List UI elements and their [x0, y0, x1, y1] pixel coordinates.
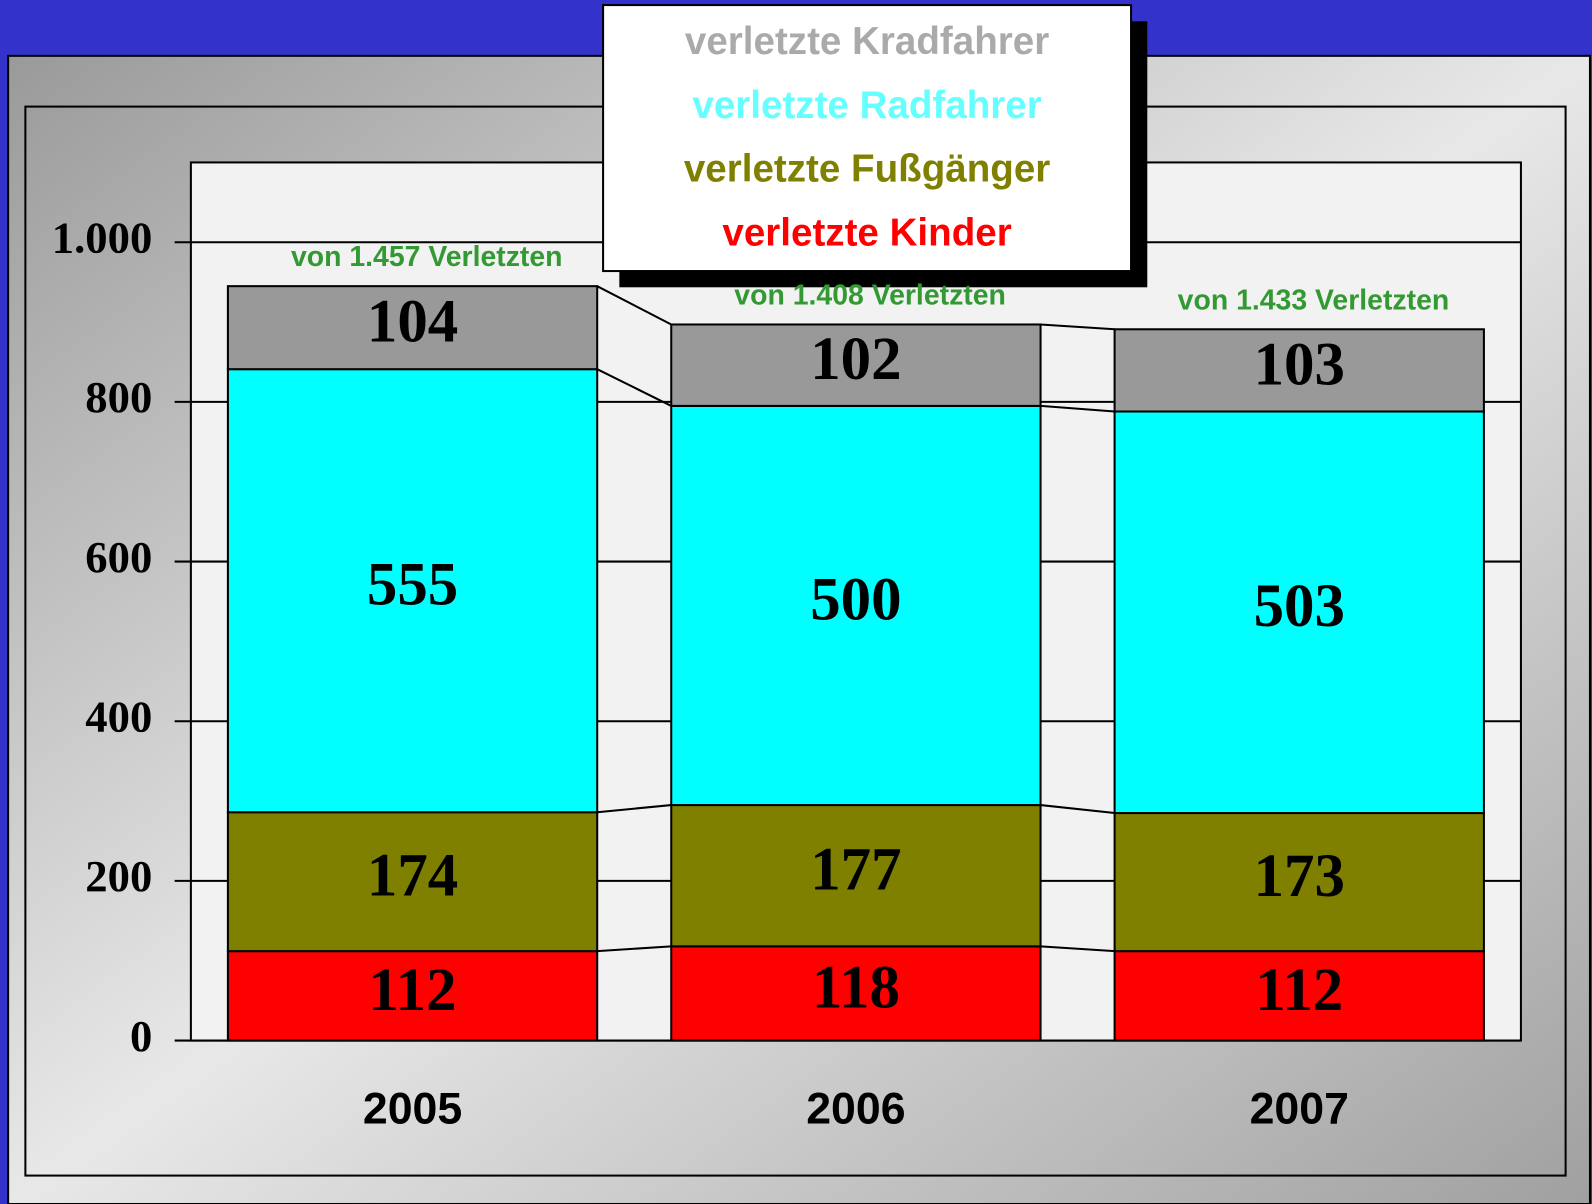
bar-segment [670, 945, 1042, 1042]
value-label: 102 [810, 326, 901, 393]
value-label: 500 [810, 566, 901, 633]
value-label: 503 [1254, 573, 1345, 640]
annotation: von 1.433 Verletzten [1178, 284, 1450, 316]
connector [597, 945, 672, 953]
connector [596, 368, 672, 407]
annotation: von 1.408 Verletzten [734, 280, 1006, 312]
y-tick-label: 400 [85, 691, 152, 741]
value-label: 104 [367, 289, 458, 356]
value-label: 174 [367, 843, 458, 910]
connector [596, 285, 672, 326]
bar-segment [226, 285, 599, 371]
x-tick-label: 2006 [806, 1084, 905, 1133]
connector [1040, 804, 1115, 815]
x-tick-label: 2007 [1250, 1084, 1349, 1133]
legend-entry: verletzte Fußgänger [684, 148, 1050, 191]
value-label: 555 [367, 552, 458, 619]
y-tick-label: 200 [85, 851, 152, 901]
y-tick-label: 800 [85, 372, 152, 422]
bar-segment [226, 950, 599, 1042]
value-label: 177 [810, 837, 901, 904]
value-label: 103 [1254, 331, 1345, 398]
bar-segment [226, 368, 599, 814]
y-tick-label: 1.000 [52, 213, 152, 263]
connector [1040, 945, 1115, 953]
x-tick-label: 2005 [363, 1084, 462, 1133]
connector [1040, 323, 1115, 331]
value-label: 173 [1254, 843, 1345, 910]
legend-entry: verletzte Radfahrer [692, 84, 1041, 127]
connector [597, 804, 672, 814]
bar-segment [1113, 410, 1485, 815]
legend-box [602, 4, 1133, 273]
bar-segment [1113, 812, 1485, 953]
y-tick-label: 600 [85, 532, 152, 582]
bar-segment [1113, 328, 1485, 413]
bar-segment [670, 323, 1042, 407]
value-label: 112 [369, 957, 457, 1024]
y-tick-label: 0 [130, 1011, 152, 1061]
bar-segment [670, 404, 1042, 807]
connector [1040, 404, 1115, 413]
bar-segment [670, 804, 1042, 948]
legend-entry: verletzte Kradfahrer [685, 20, 1049, 63]
value-label: 112 [1255, 957, 1343, 1024]
bar-segment [226, 811, 599, 953]
annotation: von 1.457 Verletzten [291, 241, 563, 273]
value-label: 118 [812, 954, 900, 1021]
legend-entry: verletzte Kinder [722, 212, 1011, 255]
